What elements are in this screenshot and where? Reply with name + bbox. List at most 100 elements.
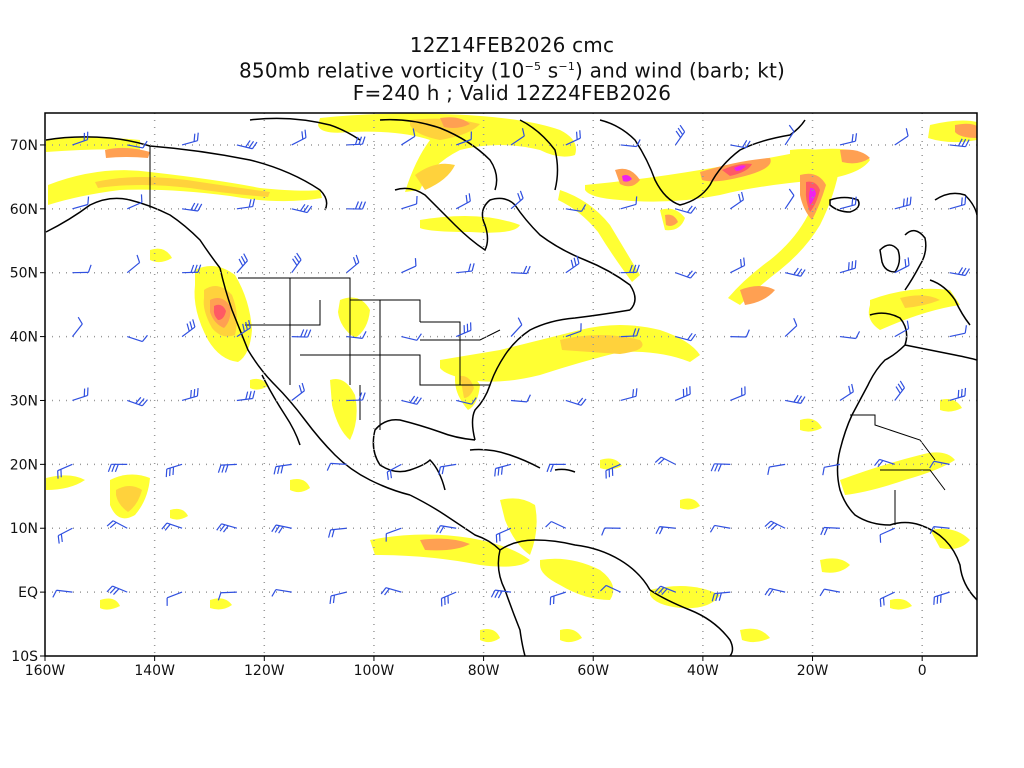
wind-barb [401,395,422,405]
wind-barb [126,194,143,210]
wind-barb [949,387,967,402]
wind-barb [510,128,525,146]
wind-barb [346,254,360,274]
wind-barb [455,193,471,210]
wind-barb [929,526,950,535]
vorticity-shading [46,113,977,643]
lon-label: 160W [25,663,66,679]
wind-barb [654,456,676,465]
wind-barb [599,584,621,593]
lon-label: 80W [468,663,500,679]
wind-barb [440,591,457,607]
wind-barb [894,380,906,401]
wind-barb [933,591,950,605]
wind-barb [784,188,795,210]
lat-label: EQ [18,585,38,601]
wind-barb [565,204,587,212]
wind-barb [291,203,313,214]
lat-label: 20N [10,457,38,473]
wind-barb [675,386,691,402]
wind-barb [605,463,621,479]
lat-label: 70N [10,138,38,154]
wind-barb [217,591,237,601]
lat-label: 10S [11,649,38,665]
wind-barb [675,332,697,342]
wind-barb [456,263,475,274]
wind-barb [181,388,199,402]
wind-barb [346,201,367,210]
wind-barb [730,140,751,149]
wind-barb [236,319,251,338]
wind-barb [435,525,457,534]
wind-barb [620,264,640,274]
wind-barb [601,527,621,536]
wind-barb [236,140,258,150]
wind-barb [655,525,676,535]
title-line-2: 850mb relative vorticity (10−5 s−1) and … [238,58,786,83]
wind-barb [401,128,416,146]
wind-barb [181,132,199,146]
wind-barb [127,334,148,343]
wind-barb [456,397,477,405]
longitude-labels: 160W 140W 120W 100W 80W 60W 40W 20W 0 [25,656,927,679]
wind-barb [546,463,566,473]
lon-label: 20W [797,663,829,679]
lon-label: 140W [134,663,175,679]
wind-barb [216,523,238,533]
wind-barb [565,255,580,274]
wind-barb [72,131,89,146]
wind-barb [565,130,581,146]
wind-barb [764,520,786,531]
wind-barb [949,196,967,210]
wind-barb [455,131,472,146]
wind-barb [510,190,524,210]
lon-label: 60W [577,663,609,679]
wind-barb [620,328,640,338]
wind-barb [127,396,148,407]
wind-barb [181,202,203,212]
lon-label: 40W [687,663,719,679]
lat-label: 10N [10,521,38,537]
wind-barb [386,463,402,480]
wind-barb [545,520,567,529]
wind-barb [565,323,582,338]
wind-barb [57,463,73,479]
wind-barb [72,196,90,210]
wind-barb [819,588,841,597]
wind-barb [346,331,367,339]
wind-barb [490,589,512,599]
wind-barb [730,386,746,402]
title-line-3: F=240 h ; Valid 12Z24FEB2026 [352,80,672,105]
wind-barb [785,394,806,404]
lat-label: 30N [10,393,38,409]
wind-barb [620,196,638,210]
wind-barb [380,587,402,596]
wind-barb [236,253,248,274]
wind-barb [510,265,531,275]
wind-barb [326,462,347,471]
wind-barb [894,196,912,210]
wind-barb [165,463,183,478]
wind-barb [879,591,896,607]
lon-label: 100W [354,663,395,679]
wind-barb [879,527,896,543]
lon-label: 0 [918,663,927,679]
wind-barb [839,196,857,210]
wind-barb [894,320,910,338]
wind-barb [874,458,895,468]
wind-barb [217,463,237,473]
wind-barb [346,136,366,146]
wind-barb [839,260,857,274]
wind-barb [820,526,840,536]
wind-barb [709,524,731,533]
wind-barb [674,124,686,146]
wind-barb [401,195,418,210]
wind-barb [784,124,795,146]
wind-barb [72,264,92,274]
wind-barb [182,264,202,274]
gridlines [45,113,977,656]
wind-barb [52,589,73,598]
wind-barb [839,133,858,146]
wind-barb [57,527,73,544]
